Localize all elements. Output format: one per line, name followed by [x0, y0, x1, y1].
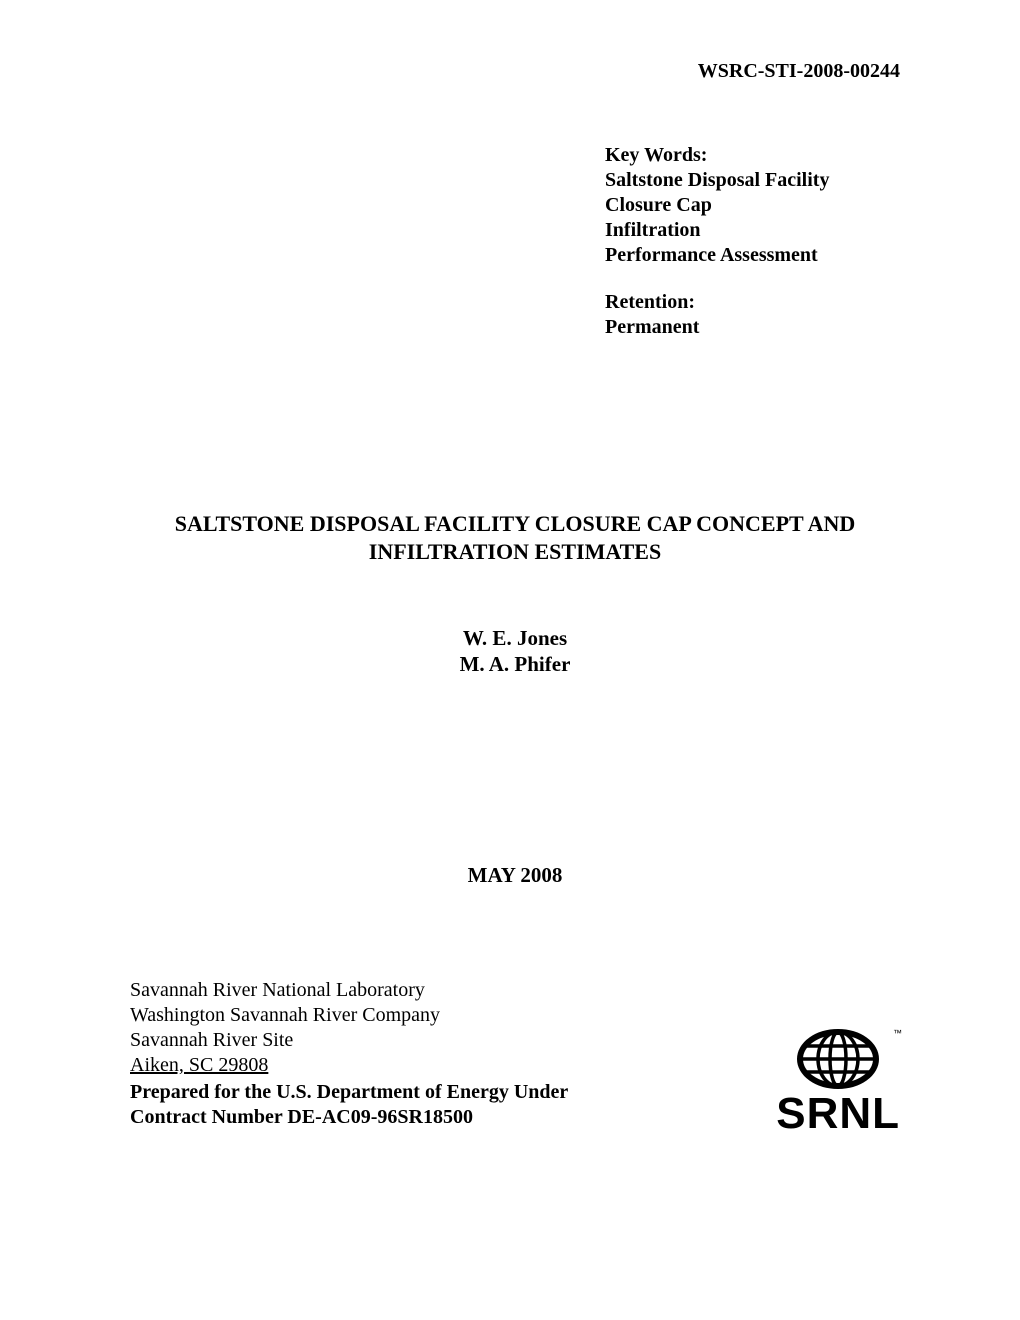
org-line-underlined: Aiken, SC 29808	[130, 1053, 478, 1078]
org-line: Washington Savannah River Company	[130, 1003, 900, 1028]
globe-icon	[793, 1028, 883, 1090]
title-line-2: INFILTRATION ESTIMATES	[130, 538, 900, 566]
retention-label: Retention:	[605, 290, 900, 315]
document-title: SALTSTONE DISPOSAL FACILITY CLOSURE CAP …	[130, 510, 900, 565]
author-name: W. E. Jones	[130, 625, 900, 651]
keywords-block: Key Words: Saltstone Disposal Facility C…	[605, 143, 900, 268]
authors-block: W. E. Jones M. A. Phifer	[130, 625, 900, 678]
author-name: M. A. Phifer	[130, 651, 900, 677]
retention-value: Permanent	[605, 315, 900, 340]
keywords-label: Key Words:	[605, 143, 900, 168]
trademark-symbol: ™	[893, 1028, 902, 1038]
footer-block: Savannah River National Laboratory Washi…	[130, 978, 900, 1130]
org-line: Savannah River National Laboratory	[130, 978, 900, 1003]
keyword-item: Infiltration	[605, 218, 900, 243]
srnl-logo: ™ SRNL	[776, 1028, 900, 1136]
title-line-1: SALTSTONE DISPOSAL FACILITY CLOSURE CAP …	[130, 510, 900, 538]
document-id: WSRC-STI-2008-00244	[130, 60, 900, 83]
keyword-item: Closure Cap	[605, 193, 900, 218]
retention-block: Retention: Permanent	[605, 290, 900, 340]
logo-text: SRNL	[776, 1092, 900, 1136]
document-date: MAY 2008	[130, 863, 900, 888]
keyword-item: Performance Assessment	[605, 243, 900, 268]
keyword-item: Saltstone Disposal Facility	[605, 168, 900, 193]
document-page: WSRC-STI-2008-00244 Key Words: Saltstone…	[0, 0, 1020, 1320]
